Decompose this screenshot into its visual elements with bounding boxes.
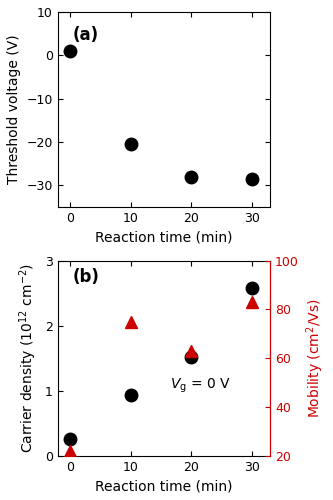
Y-axis label: Threshold voltage (V): Threshold voltage (V) [7, 34, 21, 184]
Y-axis label: Mobility (cm$^2$/Vs): Mobility (cm$^2$/Vs) [304, 298, 326, 418]
Text: (b): (b) [73, 268, 100, 286]
Text: (a): (a) [73, 26, 99, 44]
X-axis label: Reaction time (min): Reaction time (min) [95, 479, 233, 493]
Y-axis label: Carrier density (10$^{12}$ cm$^{-2}$): Carrier density (10$^{12}$ cm$^{-2}$) [18, 263, 39, 453]
X-axis label: Reaction time (min): Reaction time (min) [95, 230, 233, 244]
Text: $V_\mathrm{g}$ = 0 V: $V_\mathrm{g}$ = 0 V [170, 376, 231, 394]
